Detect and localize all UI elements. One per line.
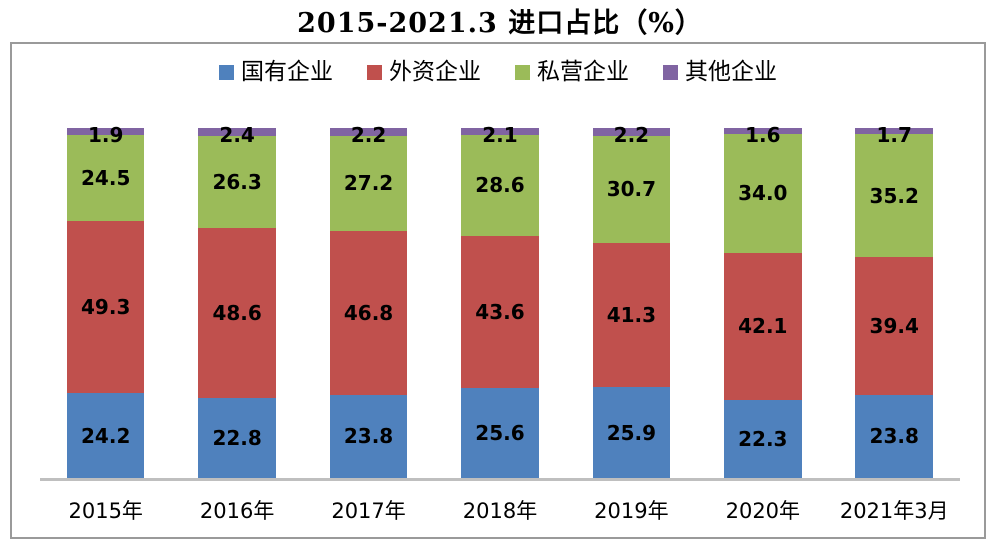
legend-label: 其他企业 <box>685 59 777 85</box>
bar-segment: 46.8 <box>329 230 408 395</box>
value-label: 2.4 <box>219 123 255 148</box>
legend-item-0: 国有企业 <box>219 61 333 84</box>
value-label: 39.4 <box>869 313 919 338</box>
legend-item-2: 私营企业 <box>515 61 629 84</box>
value-label: 24.5 <box>81 165 131 190</box>
value-label: 25.6 <box>475 421 525 446</box>
legend-label: 私营企业 <box>537 59 629 85</box>
bar-segment: 35.2 <box>855 133 933 258</box>
x-tick-label: 2021年3月 <box>839 499 949 523</box>
stacked-bar: 22.8 48.6 26.3 2.4 <box>198 124 276 478</box>
stacked-bar: 24.2 49.3 24.5 1.9 <box>66 124 145 478</box>
bar-segment: 41.3 <box>592 243 671 388</box>
value-label: 22.3 <box>738 426 788 451</box>
bar-segment: 27.2 <box>329 135 408 231</box>
bar-column: 23.8 46.8 27.2 2.2 <box>303 124 434 478</box>
value-label: 2.1 <box>482 123 518 148</box>
bar-column: 22.8 48.6 26.3 2.4 <box>171 124 302 478</box>
bar-segment: 2.1 <box>461 124 539 146</box>
bar-segment: 42.1 <box>724 252 802 400</box>
bar-column: 23.8 39.4 35.2 1.7 <box>829 124 960 478</box>
value-label: 27.2 <box>343 171 394 196</box>
bar-segment: 22.3 <box>724 399 802 478</box>
legend: 国有企业 外资企业 私营企业 其他企业 <box>12 61 984 84</box>
bar-segment: 43.6 <box>461 235 539 389</box>
bar-segment: 2.2 <box>592 124 671 146</box>
value-label: 46.8 <box>343 300 394 325</box>
value-label: 2.2 <box>613 123 650 148</box>
value-label: 28.6 <box>475 173 525 198</box>
bar-segment: 39.4 <box>855 257 933 395</box>
value-label: 23.8 <box>869 424 919 449</box>
legend-swatch-icon <box>367 65 382 80</box>
bar-segment: 2.2 <box>329 124 408 146</box>
stacked-bar: 22.3 42.1 34.0 1.6 <box>724 124 802 478</box>
x-tick-label: 2017年 <box>331 499 406 523</box>
value-label: 22.8 <box>212 426 262 451</box>
legend-item-1: 外资企业 <box>367 61 481 84</box>
value-label: 1.6 <box>745 123 781 148</box>
stacked-bar: 25.9 41.3 30.7 2.2 <box>592 124 671 478</box>
bar-segment: 22.8 <box>198 398 276 478</box>
x-tick-label: 2020年 <box>725 499 801 523</box>
value-label: 26.3 <box>212 170 262 195</box>
bar-segment: 48.6 <box>198 228 276 399</box>
legend-label: 外资企业 <box>389 59 481 85</box>
bar-column: 25.6 43.6 28.6 2.1 <box>434 124 565 478</box>
chart-title: 2015-2021.3 进口占比（%） <box>297 8 703 39</box>
value-label: 25.9 <box>606 420 657 445</box>
bar-segment: 1.6 <box>724 124 802 146</box>
bar-segment: 23.8 <box>855 394 933 478</box>
legend-swatch-icon <box>219 65 234 80</box>
value-label: 48.6 <box>212 301 262 326</box>
bar-segment: 1.7 <box>855 124 933 146</box>
stacked-bar: 23.8 39.4 35.2 1.7 <box>855 124 933 478</box>
bar-segment: 34.0 <box>724 133 802 253</box>
bar-segment: 49.3 <box>66 220 145 394</box>
value-label: 30.7 <box>606 177 657 202</box>
x-axis-labels: 2015年 2016年 2017年 2018年 2019年 2020年 2021年3月 <box>40 495 960 525</box>
bar-segment: 26.3 <box>198 136 276 229</box>
legend-label: 国有企业 <box>241 59 333 85</box>
bar-column: 24.2 49.3 24.5 1.9 <box>40 124 171 478</box>
bar-segment: 30.7 <box>592 135 671 244</box>
bar-segment: 1.9 <box>66 124 145 146</box>
legend-item-3: 其他企业 <box>663 61 777 84</box>
bar-segment: 23.8 <box>329 394 408 478</box>
x-tick-label: 2016年 <box>199 499 275 523</box>
bar-segment: 28.6 <box>461 135 539 236</box>
legend-swatch-icon <box>663 65 678 80</box>
value-label: 23.8 <box>343 424 394 449</box>
stacked-bar: 23.8 46.8 27.2 2.2 <box>329 124 408 478</box>
x-tick-label: 2015年 <box>68 499 143 523</box>
bar-segment: 25.9 <box>592 387 671 478</box>
value-label: 2.2 <box>350 123 387 148</box>
value-label: 1.9 <box>87 123 124 148</box>
value-label: 43.6 <box>475 299 525 324</box>
value-label: 35.2 <box>869 183 919 208</box>
value-label: 34.0 <box>738 181 788 206</box>
chart-area: 国有企业 外资企业 私营企业 其他企业 24.2 49.3 24.5 1.9 22.8 48.6… <box>10 42 986 539</box>
value-label: 49.3 <box>81 294 131 319</box>
bar-column: 22.3 42.1 34.0 1.6 <box>697 124 828 478</box>
x-tick-label: 2018年 <box>462 499 538 523</box>
bar-segment: 25.6 <box>461 388 539 478</box>
bar-segment: 24.2 <box>66 393 145 478</box>
value-label: 24.2 <box>81 423 131 448</box>
bar-segment: 24.5 <box>66 134 145 221</box>
value-label: 1.7 <box>876 123 912 148</box>
x-tick-label: 2019年 <box>594 499 669 523</box>
bar-column: 25.9 41.3 30.7 2.2 <box>566 124 697 478</box>
legend-swatch-icon <box>515 65 530 80</box>
plot-area: 24.2 49.3 24.5 1.9 22.8 48.6 26.3 2.4 23.8 46.8 27… <box>40 124 960 481</box>
stacked-bar: 25.6 43.6 28.6 2.1 <box>461 124 539 478</box>
value-label: 41.3 <box>606 303 657 328</box>
bar-segment: 2.4 <box>198 124 276 146</box>
value-label: 42.1 <box>738 314 788 339</box>
